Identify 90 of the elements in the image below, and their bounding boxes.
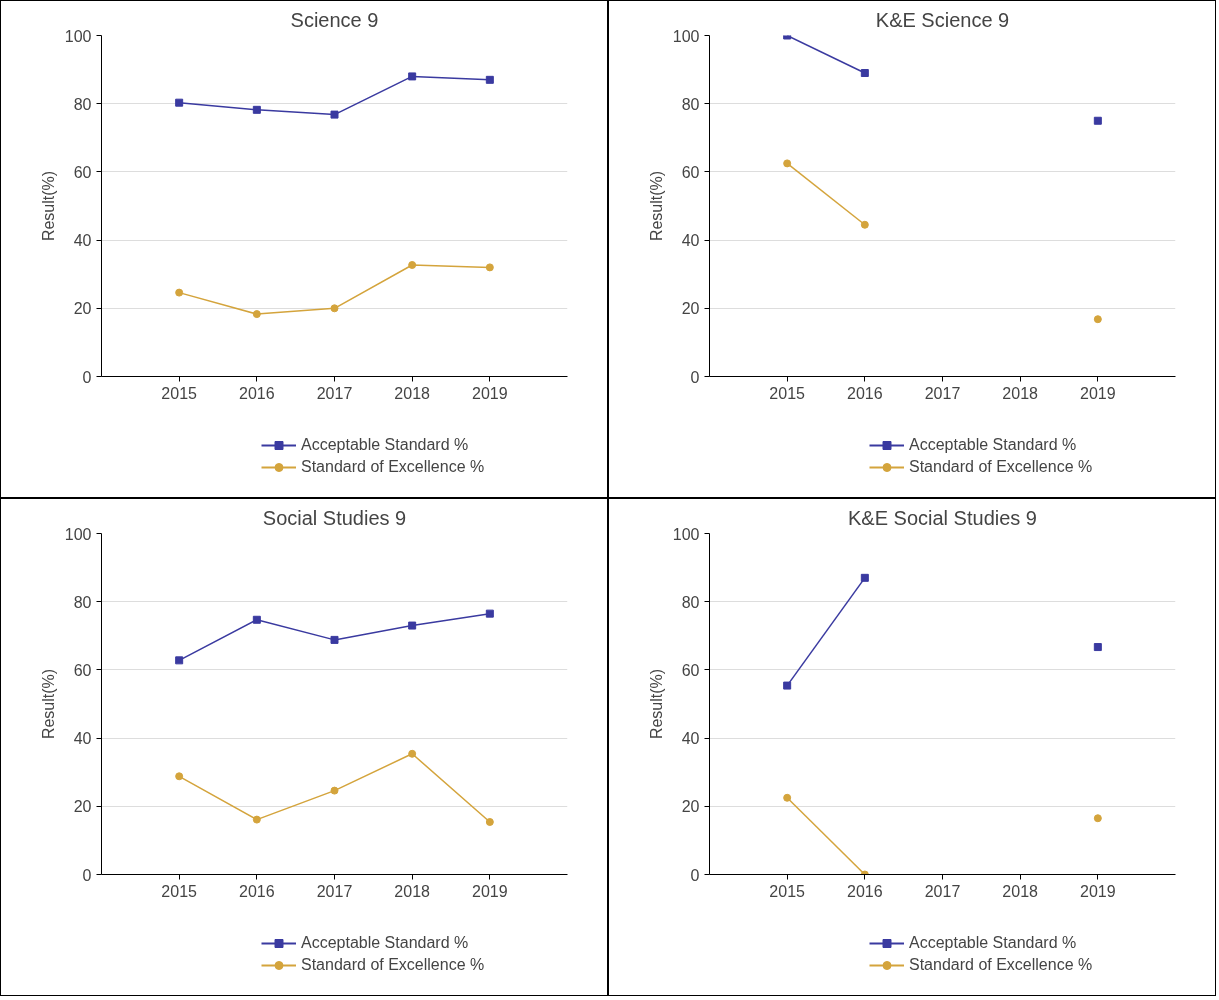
y-tick-label: 60 [681, 163, 700, 181]
point [330, 304, 339, 313]
point [485, 817, 494, 826]
y-axis-title: Result(%) [39, 170, 57, 242]
x-tick-label: 2019 [1080, 384, 1116, 402]
y-tick-label: 80 [73, 593, 92, 611]
point [175, 98, 184, 107]
y-tick-label: 20 [73, 798, 92, 816]
y-tick-label: 40 [73, 730, 92, 748]
legend-label: Standard of Excellence % [909, 458, 1093, 476]
y-tick-label: 80 [73, 95, 92, 113]
point [783, 159, 792, 168]
point [408, 72, 417, 81]
point [252, 310, 261, 319]
y-tick-label: 0 [690, 368, 700, 386]
point [485, 263, 494, 272]
y-tick-label: 40 [73, 232, 92, 250]
y-tick-label: 80 [681, 95, 700, 113]
x-tick-label: 2015 [161, 882, 198, 900]
chart-title: K&E Social Studies 9 [848, 506, 1037, 529]
legend-label: Standard of Excellence % [301, 956, 485, 974]
y-axis-title: Result(%) [39, 668, 57, 740]
point [252, 615, 261, 624]
chart-title: Social Studies 9 [262, 506, 407, 529]
point [1093, 643, 1102, 652]
point [860, 69, 869, 78]
point [175, 656, 184, 665]
point [175, 772, 184, 781]
y-tick-label: 0 [690, 866, 700, 884]
x-tick-label: 2015 [769, 882, 806, 900]
x-tick-label: 2019 [1080, 882, 1116, 900]
y-axis-title: Result(%) [647, 170, 665, 242]
y-tick-label: 20 [73, 300, 92, 318]
x-tick-label: 2018 [394, 384, 431, 402]
x-tick-label: 2016 [239, 882, 275, 900]
legend-label: Acceptable Standard % [301, 436, 469, 454]
y-tick-label: 20 [681, 300, 700, 318]
y-tick-label: 0 [82, 866, 92, 884]
point [485, 75, 494, 84]
y-tick-label: 60 [73, 163, 92, 181]
y-tick-label: 60 [73, 661, 92, 679]
x-tick-label: 2016 [847, 384, 883, 402]
point [1093, 315, 1102, 324]
legend-label: Standard of Excellence % [909, 956, 1093, 974]
point [330, 110, 339, 119]
y-axis-title: Result(%) [647, 668, 665, 740]
point [783, 793, 792, 802]
y-tick-label: 100 [64, 525, 92, 543]
point [330, 786, 339, 795]
point [1093, 814, 1102, 823]
x-tick-label: 2017 [316, 384, 353, 402]
y-tick-label: 100 [672, 525, 700, 543]
y-tick-label: 0 [82, 368, 92, 386]
point [330, 635, 339, 644]
chart-title: K&E Science 9 [875, 8, 1010, 31]
point [485, 609, 494, 618]
point [408, 261, 417, 269]
x-tick-label: 2015 [769, 384, 806, 402]
x-tick-label: 2016 [239, 384, 275, 402]
x-tick-label: 2018 [394, 882, 431, 900]
y-tick-label: 20 [681, 798, 700, 816]
chart-title: Science 9 [290, 8, 379, 31]
y-tick-label: 40 [681, 730, 700, 748]
legend-label: Acceptable Standard % [909, 436, 1077, 454]
point [860, 573, 869, 582]
x-tick-label: 2019 [472, 384, 508, 402]
x-tick-label: 2016 [847, 882, 883, 900]
point [252, 815, 261, 824]
x-tick-label: 2019 [472, 882, 508, 900]
point [1093, 116, 1102, 125]
point [860, 220, 869, 229]
legend-label: Standard of Excellence % [301, 458, 485, 476]
y-tick-label: 100 [64, 27, 92, 45]
point [408, 621, 417, 630]
point [175, 288, 184, 297]
x-tick-label: 2018 [1002, 882, 1039, 900]
legend-label: Acceptable Standard % [909, 934, 1077, 952]
x-tick-label: 2017 [316, 882, 353, 900]
y-tick-label: 40 [681, 232, 700, 250]
y-tick-label: 60 [681, 661, 700, 679]
x-tick-label: 2017 [924, 882, 961, 900]
point [783, 681, 792, 690]
x-tick-label: 2017 [924, 384, 961, 402]
legend-label: Acceptable Standard % [301, 934, 469, 952]
y-tick-label: 80 [681, 593, 700, 611]
point [408, 749, 417, 758]
x-tick-label: 2015 [161, 384, 198, 402]
point [252, 105, 261, 114]
y-tick-label: 100 [672, 27, 700, 45]
x-tick-label: 2018 [1002, 384, 1039, 402]
